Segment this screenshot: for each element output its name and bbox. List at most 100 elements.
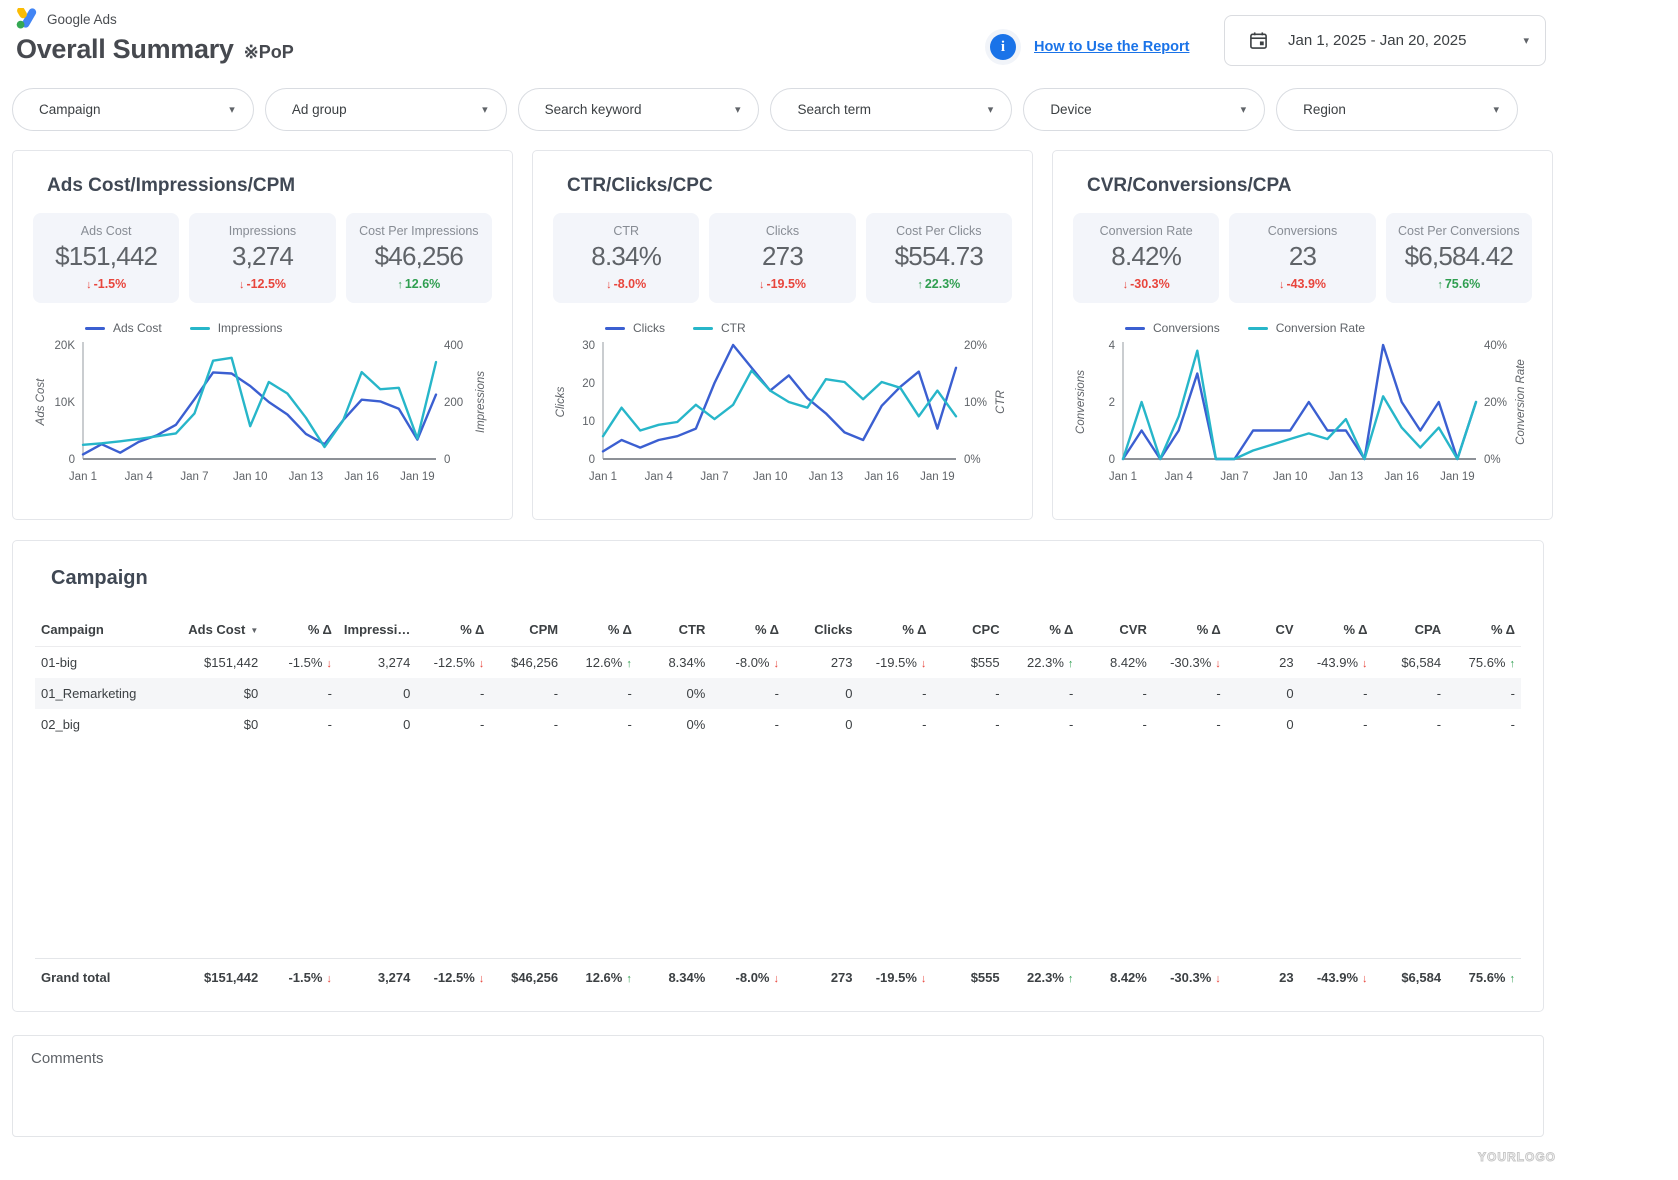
- campaign-name-cell: 01-big: [35, 647, 182, 679]
- metric-cell: -43.9%↓: [1300, 958, 1374, 996]
- conversion-rate-line: [1123, 351, 1476, 459]
- column-header-ads-cost[interactable]: Ads Cost▼: [182, 614, 264, 647]
- metric-cell: $46,256: [490, 958, 564, 996]
- filter-ad-group[interactable]: Ad group ▾: [265, 88, 507, 131]
- title-row: Overall Summary ※PoP: [16, 34, 294, 65]
- metric-cell: 75.6%↑: [1447, 647, 1521, 679]
- calendar-icon: [1249, 31, 1268, 50]
- trend-up-icon: ↑: [1068, 973, 1074, 985]
- metric-cell: -: [711, 709, 785, 740]
- metric-cell: -1.5%↓: [264, 647, 338, 679]
- kpi-cpm: Cost Per Impressions $46,256 ↑12.6%: [346, 213, 492, 303]
- svg-text:Jan 10: Jan 10: [1273, 471, 1308, 483]
- filter-search-term[interactable]: Search term ▾: [770, 88, 1012, 131]
- table-row[interactable]: 01_Remarketing$0-0---0%-0-----0---: [35, 678, 1521, 709]
- metric-cell: 0: [338, 709, 416, 740]
- trend-down-icon: ↓: [921, 973, 927, 985]
- svg-text:10%: 10%: [964, 397, 987, 409]
- metric-cell: -: [859, 709, 933, 740]
- legend-label: Clicks: [633, 321, 665, 335]
- campaign-name-cell: Grand total: [35, 958, 182, 996]
- kpi-value: 3,274: [191, 241, 333, 272]
- metric-cell: -: [1006, 678, 1080, 709]
- metric-cell: -: [490, 678, 564, 709]
- column-header-cpc[interactable]: CPC: [932, 614, 1005, 647]
- filter-region[interactable]: Region ▾: [1276, 88, 1518, 131]
- date-range-text: Jan 1, 2025 - Jan 20, 2025: [1288, 32, 1466, 49]
- conversions-cvr-chart: ConversionsConversion Rate0240%20%40%Con…: [1073, 313, 1532, 492]
- column-header-cpm[interactable]: CPM: [490, 614, 564, 647]
- kpi-label: Conversions: [1231, 224, 1373, 238]
- metric-cell: 8.42%: [1079, 647, 1152, 679]
- column-header--[interactable]: % Δ: [1300, 614, 1374, 647]
- clicks-ctr-chart: ClicksCTR01020300%10%20%ClicksCTRJan 1Ja…: [553, 313, 1012, 492]
- metric-cell: -1.5%↓: [264, 958, 338, 996]
- svg-text:Impressions: Impressions: [475, 371, 487, 433]
- filter-campaign[interactable]: Campaign ▾: [12, 88, 254, 131]
- column-header--[interactable]: % Δ: [859, 614, 933, 647]
- metric-cell: -: [416, 678, 490, 709]
- table-row[interactable]: 02_big$0-0---0%-0-----0---: [35, 709, 1521, 740]
- trend-up-icon: ↑: [626, 658, 632, 670]
- trend-down-icon: ↓: [1215, 658, 1221, 670]
- kpi-value: $46,256: [348, 241, 490, 272]
- trend-down-icon: ↓: [326, 658, 332, 670]
- chevron-down-icon: ▾: [1241, 103, 1247, 116]
- kpi-conversions: Conversions 23 ↓-43.9%: [1229, 213, 1375, 303]
- kpi-value: $554.73: [868, 241, 1010, 272]
- svg-text:Jan 19: Jan 19: [920, 471, 955, 483]
- filter-device[interactable]: Device ▾: [1023, 88, 1265, 131]
- column-header-ctr[interactable]: CTR: [638, 614, 711, 647]
- column-header--[interactable]: % Δ: [1447, 614, 1521, 647]
- metric-cell: -: [1447, 678, 1521, 709]
- svg-text:Jan 16: Jan 16: [864, 471, 899, 483]
- column-header--[interactable]: % Δ: [711, 614, 785, 647]
- chart-legend: ConversionsConversion Rate: [1125, 321, 1532, 335]
- column-header-cv[interactable]: CV: [1227, 614, 1300, 647]
- kpi-label: Cost Per Conversions: [1388, 224, 1530, 238]
- column-header-cpa[interactable]: CPA: [1374, 614, 1448, 647]
- column-header--[interactable]: % Δ: [416, 614, 490, 647]
- svg-text:Ads Cost: Ads Cost: [35, 378, 47, 426]
- info-icon[interactable]: i: [990, 34, 1016, 60]
- svg-text:4: 4: [1109, 340, 1116, 352]
- metric-cell: -: [564, 709, 638, 740]
- sort-desc-icon: ▼: [250, 626, 258, 635]
- svg-text:Jan 7: Jan 7: [180, 471, 208, 483]
- comments-box[interactable]: Comments: [12, 1035, 1544, 1137]
- kpi-label: Clicks: [711, 224, 853, 238]
- chevron-down-icon: ▾: [229, 103, 235, 116]
- svg-text:Jan 16: Jan 16: [344, 471, 379, 483]
- metric-cell: 273: [785, 958, 859, 996]
- how-to-use-link[interactable]: How to Use the Report: [1034, 39, 1189, 55]
- kpi-value: 8.34%: [555, 241, 697, 272]
- filter-search-keyword[interactable]: Search keyword ▾: [518, 88, 760, 131]
- svg-text:Jan 13: Jan 13: [289, 471, 324, 483]
- legend-line-icon: [85, 327, 105, 330]
- column-header--[interactable]: % Δ: [564, 614, 638, 647]
- card-title: Ads Cost/Impressions/CPM: [47, 175, 492, 197]
- column-header--[interactable]: % Δ: [1006, 614, 1080, 647]
- trend-down-icon: ↓: [774, 658, 780, 670]
- column-header--[interactable]: % Δ: [264, 614, 338, 647]
- column-header-campaign[interactable]: Campaign: [35, 614, 182, 647]
- column-header-clicks[interactable]: Clicks: [785, 614, 859, 647]
- metric-cell: -: [264, 678, 338, 709]
- kpi-label: Cost Per Clicks: [868, 224, 1010, 238]
- metric-cell: -12.5%↓: [416, 647, 490, 679]
- kpi-value: $151,442: [35, 241, 177, 272]
- comments-label: Comments: [31, 1050, 104, 1067]
- kpi-delta: 12.6%: [405, 277, 440, 291]
- metric-cell: -: [1153, 678, 1227, 709]
- column-header-cvr[interactable]: CVR: [1079, 614, 1152, 647]
- metric-cell: 22.3%↑: [1006, 958, 1080, 996]
- line-chart: 01020300%10%20%ClicksCTRJan 1Jan 4Jan 7J…: [553, 335, 1012, 487]
- table-row[interactable]: 01-big$151,442-1.5%↓3,274-12.5%↓$46,2561…: [35, 647, 1521, 679]
- svg-text:Jan 1: Jan 1: [1109, 471, 1137, 483]
- metric-cell: 0%: [638, 709, 711, 740]
- column-header--[interactable]: % Δ: [1153, 614, 1227, 647]
- svg-text:0: 0: [1109, 454, 1115, 466]
- date-range-picker[interactable]: Jan 1, 2025 - Jan 20, 2025 ▾: [1224, 15, 1546, 66]
- metric-cell: -: [1006, 709, 1080, 740]
- column-header-impressi-[interactable]: Impressi…: [338, 614, 416, 647]
